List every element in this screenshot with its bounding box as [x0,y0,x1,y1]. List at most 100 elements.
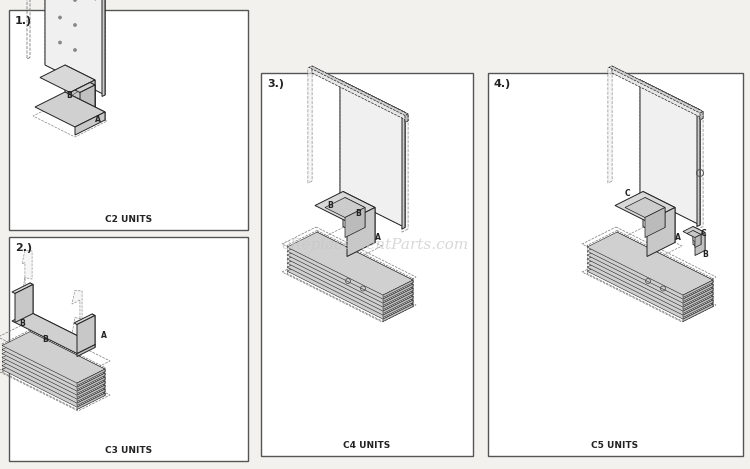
Polygon shape [317,240,413,290]
Polygon shape [587,236,713,299]
Bar [9,10,248,230]
Polygon shape [30,356,105,395]
Polygon shape [312,66,408,121]
Polygon shape [30,348,105,387]
Polygon shape [45,0,105,95]
Circle shape [74,0,76,1]
Text: C4 UNITS: C4 UNITS [343,441,390,450]
Circle shape [74,49,76,51]
Polygon shape [617,256,713,307]
Polygon shape [383,280,413,297]
Polygon shape [65,92,105,120]
Polygon shape [317,236,413,287]
Polygon shape [317,232,413,282]
Polygon shape [645,197,665,227]
Polygon shape [287,252,413,315]
Polygon shape [345,207,365,237]
Text: eReplacementParts.com: eReplacementParts.com [281,238,469,252]
Polygon shape [77,385,105,401]
Polygon shape [683,288,713,305]
Polygon shape [40,65,95,92]
Polygon shape [2,348,105,399]
Polygon shape [22,250,32,324]
Polygon shape [697,110,700,227]
Text: B: B [702,250,708,259]
Polygon shape [317,252,413,303]
Polygon shape [608,66,612,183]
Text: C: C [701,229,706,238]
Text: B: B [42,335,48,344]
Polygon shape [587,252,713,315]
Polygon shape [617,232,713,282]
Polygon shape [2,352,105,403]
Polygon shape [70,80,95,122]
Polygon shape [287,232,413,295]
Bar [488,73,742,456]
Polygon shape [30,336,105,376]
Polygon shape [12,312,95,354]
Text: C3 UNITS: C3 UNITS [105,446,152,455]
Polygon shape [309,66,408,115]
Polygon shape [587,240,713,303]
Polygon shape [317,244,413,295]
Polygon shape [640,80,700,225]
Polygon shape [287,236,413,299]
Polygon shape [90,83,95,115]
Polygon shape [315,191,375,221]
Polygon shape [587,256,713,319]
Polygon shape [340,80,405,227]
Polygon shape [695,233,705,256]
Polygon shape [383,304,413,322]
Polygon shape [683,304,713,322]
Polygon shape [30,312,95,348]
Polygon shape [287,244,413,307]
Polygon shape [317,256,413,307]
Polygon shape [2,356,105,407]
Polygon shape [587,232,713,295]
Polygon shape [402,114,408,232]
Polygon shape [77,369,105,386]
Polygon shape [74,314,95,325]
Polygon shape [683,296,713,313]
Polygon shape [325,197,365,218]
Polygon shape [683,292,713,310]
Polygon shape [30,352,105,392]
Polygon shape [697,112,703,229]
Polygon shape [617,240,713,290]
Polygon shape [30,283,33,313]
Text: A: A [375,234,381,242]
Polygon shape [693,227,705,250]
Polygon shape [700,112,703,120]
Polygon shape [637,80,700,112]
Polygon shape [647,207,675,257]
Polygon shape [2,336,105,387]
Polygon shape [102,0,105,97]
Polygon shape [30,344,105,384]
Text: 4.): 4.) [494,79,511,89]
Polygon shape [383,300,413,318]
Polygon shape [383,288,413,305]
Polygon shape [77,345,95,356]
Text: B: B [327,201,333,210]
Polygon shape [347,207,375,257]
Text: 3.): 3.) [267,79,284,89]
Text: C2 UNITS: C2 UNITS [105,215,152,224]
Polygon shape [693,230,701,244]
Text: B: B [19,319,25,328]
Polygon shape [405,114,408,122]
Text: 2.): 2.) [15,243,32,253]
Text: C5 UNITS: C5 UNITS [592,441,638,450]
Polygon shape [65,65,95,110]
Polygon shape [77,373,105,389]
Text: A: A [101,332,106,340]
Text: B: B [66,91,72,100]
Polygon shape [683,280,713,297]
Polygon shape [75,112,105,135]
Polygon shape [77,377,105,393]
Polygon shape [2,340,105,391]
Polygon shape [287,248,413,311]
Text: A: A [95,115,100,124]
Text: A: A [675,234,681,242]
Polygon shape [2,332,105,383]
Polygon shape [77,381,105,398]
